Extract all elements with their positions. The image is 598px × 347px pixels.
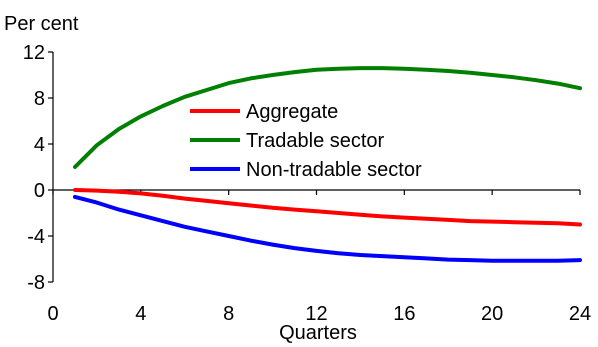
legend-label-1: Aggregate <box>246 101 338 123</box>
y-tick-label: 4 <box>34 134 45 156</box>
legend: Aggregate Tradable sector Non-tradable sec… <box>190 101 422 181</box>
series-line-1 <box>73 188 582 227</box>
x-tick-label: 16 <box>393 303 415 325</box>
x-tick-label: 8 <box>223 303 234 325</box>
y-tick-label: 8 <box>34 88 45 110</box>
x-axis-title: Quarters <box>279 322 357 344</box>
y-tick-label: -8 <box>27 272 45 294</box>
y-tick-label: -4 <box>27 226 45 248</box>
x-tick-label: 0 <box>47 303 58 325</box>
legend-label-2: Tradable sector <box>246 130 385 152</box>
x-tick-label: 20 <box>481 303 503 325</box>
x-tick-label: 12 <box>305 303 327 325</box>
plot-series <box>73 66 582 263</box>
legend-label-3: Non-tradable sector <box>246 159 422 181</box>
x-tick-label: 4 <box>135 303 146 325</box>
x-tick-label: 24 <box>569 303 591 325</box>
y-axis-title: Per cent <box>4 13 79 35</box>
series-line-3 <box>73 194 582 263</box>
series-line-2 <box>73 66 582 169</box>
axes: -8 -4 0 4 8 12 0 4 8 12 16 20 24 <box>23 42 591 325</box>
y-tick-label: 0 <box>34 180 45 202</box>
y-tick-label: 12 <box>23 42 45 64</box>
